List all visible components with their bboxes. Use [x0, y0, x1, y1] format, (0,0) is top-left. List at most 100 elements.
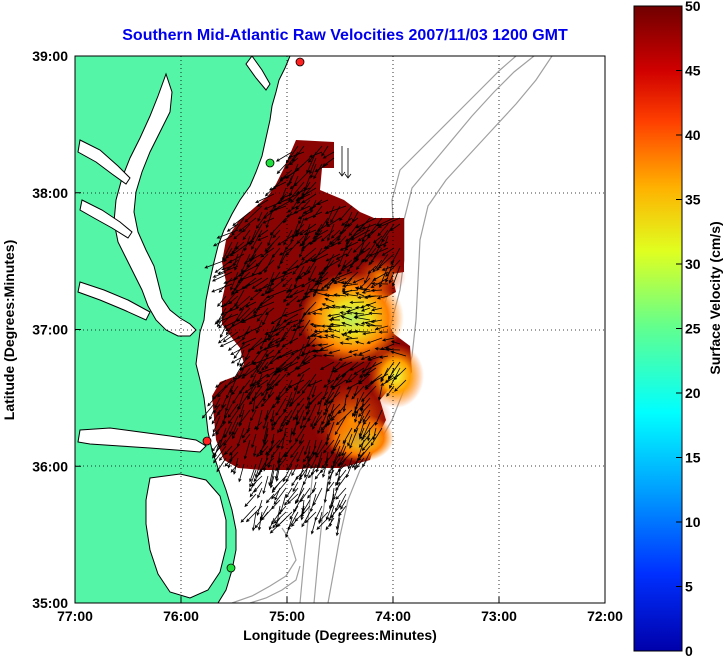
velocity-arrow: [349, 427, 359, 449]
velocity-arrow: [383, 235, 389, 249]
velocity-arrow: [213, 445, 227, 464]
velocity-arrow: [385, 348, 401, 352]
x-tick-label: 77:00: [57, 608, 93, 624]
velocity-arrow: [324, 297, 335, 303]
velocity-arrow: [276, 433, 287, 449]
velocity-arrow: [337, 247, 347, 269]
velocity-arrow: [253, 469, 263, 483]
x-tick-label: 75:00: [269, 608, 305, 624]
velocity-arrow: [295, 259, 311, 268]
velocity-arrow: [285, 289, 305, 299]
velocity-arrow: [252, 445, 257, 458]
velocity-arrow: [325, 517, 335, 531]
velocity-arrow: [361, 361, 383, 373]
velocity-arrow: [211, 283, 233, 293]
velocity-arrow: [303, 409, 311, 421]
x-tick-label: 74:00: [375, 608, 411, 624]
velocity-arrow: [340, 499, 347, 510]
velocity-arrow: [339, 341, 353, 345]
velocity-arrow: [281, 265, 299, 274]
velocity-arrow: [358, 349, 371, 355]
velocity-arrow: [243, 253, 263, 264]
velocity-arrow: [327, 409, 335, 427]
velocity-arrow: [266, 367, 281, 378]
x-tick-label: 76:00: [163, 608, 199, 624]
velocity-arrow: [303, 289, 317, 295]
velocity-arrow: [307, 379, 323, 387]
velocity-arrow: [310, 415, 317, 428]
velocity-arrow: [344, 148, 352, 179]
velocity-arrow: [335, 487, 347, 500]
velocity-arrow: [317, 421, 323, 435]
velocity-arrow: [270, 409, 275, 423]
velocity-arrow: [378, 330, 389, 334]
velocity-arrow: [333, 293, 347, 297]
velocity-arrow: [230, 343, 251, 356]
velocity-arrow: [280, 253, 287, 265]
velocity-arrow: [242, 433, 251, 444]
velocity-arrow: [323, 329, 335, 333]
velocity-arrow: [257, 367, 275, 375]
velocity-arrow: [323, 439, 335, 454]
velocity-arrow: [265, 493, 275, 504]
velocity-arrow: [217, 379, 233, 398]
velocity-arrow: [268, 181, 287, 191]
velocity-arrow: [311, 385, 317, 399]
velocity-arrow: [371, 307, 383, 312]
velocity-arrow: [285, 145, 299, 164]
velocity-arrow: [271, 481, 281, 494]
velocity-arrow: [253, 421, 263, 430]
velocity-arrow: [254, 511, 269, 529]
x-tick-label: 72:00: [587, 608, 623, 624]
velocity-arrow: [227, 337, 245, 351]
velocity-arrow: [314, 349, 329, 353]
velocity-arrow: [299, 247, 305, 258]
velocity-arrow: [207, 391, 221, 407]
y-axis-label: Latitude (Degrees:Minutes): [1, 240, 17, 420]
velocity-arrow: [353, 329, 371, 334]
velocity-arrow: [317, 391, 329, 406]
velocity-arrow: [226, 223, 239, 232]
velocity-arrow: [237, 391, 251, 411]
velocity-arrow: [305, 397, 317, 410]
velocity-arrow: [323, 277, 341, 288]
velocity-arrow: [316, 397, 323, 416]
velocity-arrow: [211, 271, 233, 282]
velocity-field: [201, 140, 424, 539]
velocity-arrow: [215, 379, 227, 388]
velocity-arrow: [309, 157, 317, 175]
radar-site-marker: [226, 563, 236, 573]
velocity-arrow: [292, 319, 305, 328]
velocity-arrow: [323, 379, 335, 388]
velocity-arrow: [310, 457, 317, 470]
velocity-arrow: [255, 391, 269, 410]
velocity-arrow: [217, 331, 233, 344]
velocity-arrow: [228, 415, 239, 436]
velocity-arrow: [325, 305, 341, 310]
velocity-arrow: [335, 517, 341, 537]
velocity-arrow: [341, 321, 353, 327]
velocity-arrow: [296, 379, 311, 395]
velocity-arrow: [269, 475, 275, 489]
james-river: [77, 281, 151, 321]
velocity-arrow: [279, 247, 293, 256]
y-tick-label: 36:00: [32, 458, 68, 474]
velocity-arrow: [313, 415, 323, 427]
velocity-arrow: [345, 247, 353, 258]
velocity-arrow: [279, 421, 287, 433]
velocity-arrow: [244, 493, 257, 508]
velocity-arrow: [262, 475, 269, 495]
velocity-arrow: [236, 307, 251, 323]
colorbar-tick-label: 0: [685, 643, 693, 659]
velocity-arrow: [249, 463, 257, 483]
velocity-arrow: [217, 295, 227, 307]
map-grid: [75, 56, 605, 603]
velocity-arrow: [225, 325, 233, 336]
velocity-arrow: [341, 289, 359, 294]
velocity-arrow: [256, 307, 269, 322]
velocity-arrow: [262, 385, 269, 403]
velocity-arrow: [321, 324, 335, 328]
velocity-arrow: [260, 289, 275, 297]
velocity-arrow: [323, 391, 335, 407]
